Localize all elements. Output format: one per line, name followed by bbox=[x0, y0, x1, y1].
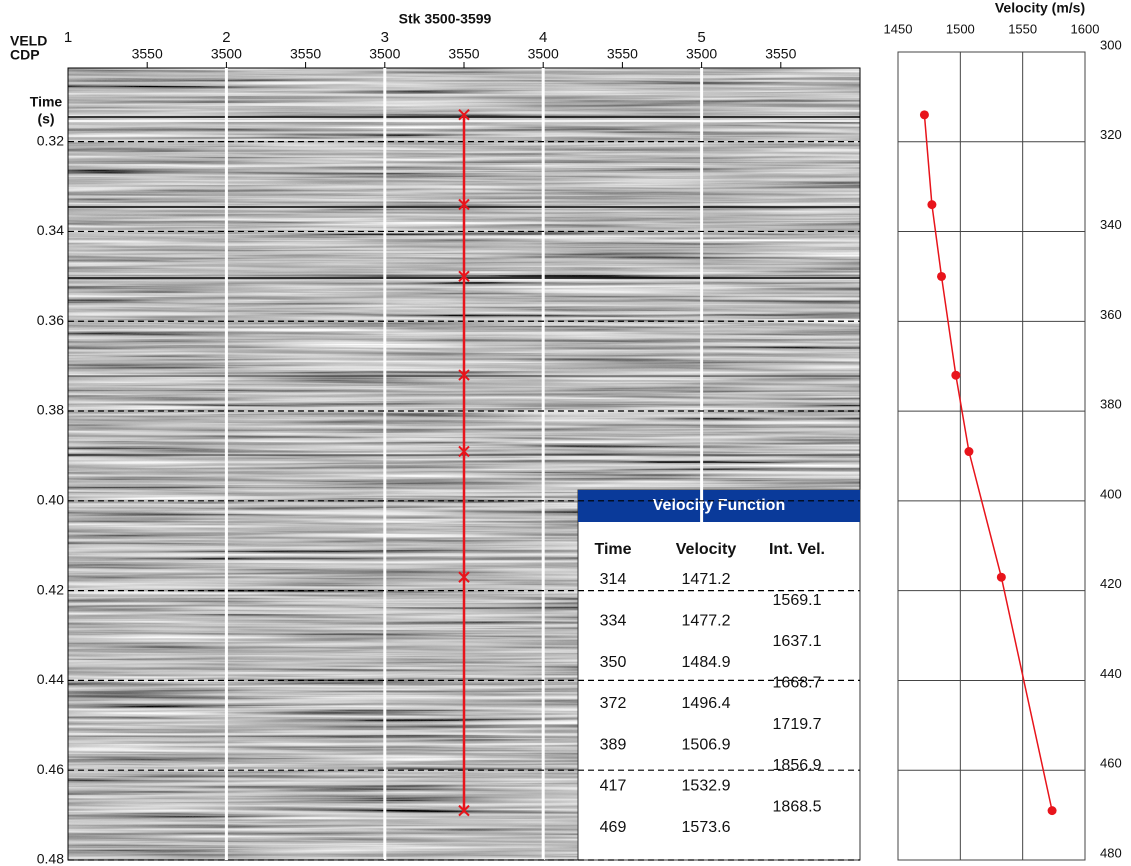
y-tick-label: 380 bbox=[1100, 397, 1122, 412]
cdp-label: 3500 bbox=[369, 46, 400, 62]
table-box bbox=[577, 489, 861, 861]
y-tick-label: 320 bbox=[1100, 127, 1122, 142]
table-cell: 1637.1 bbox=[773, 633, 822, 650]
table-cell: 1573.6 bbox=[682, 819, 731, 836]
velocity-title: Velocity (m/s) bbox=[995, 0, 1085, 16]
velocity-point bbox=[964, 447, 974, 457]
y-tick-label: 360 bbox=[1100, 307, 1122, 322]
y-tick-label: 0.34 bbox=[37, 222, 64, 238]
table-column: Velocity bbox=[676, 541, 737, 558]
velocity-point bbox=[996, 572, 1006, 582]
table-cell: 372 bbox=[600, 695, 627, 712]
pick-marker bbox=[458, 270, 470, 283]
cdp-label: 3500 bbox=[686, 46, 717, 62]
pick-marker bbox=[458, 571, 470, 583]
velocity-point bbox=[927, 200, 937, 210]
table-cell: 1532.9 bbox=[682, 778, 731, 795]
y-tick-label: 440 bbox=[1100, 666, 1122, 681]
velocity-line bbox=[923, 114, 1053, 811]
cdp-label: 3550 bbox=[132, 46, 163, 62]
table-cell: 469 bbox=[600, 819, 627, 836]
pick-marker bbox=[458, 445, 470, 458]
velocity-frame bbox=[897, 51, 1086, 861]
table-cell: 350 bbox=[600, 654, 627, 671]
table-cell: 1868.5 bbox=[773, 798, 822, 815]
y-tick-label: 0.36 bbox=[37, 312, 64, 328]
panel-number: 2 bbox=[222, 29, 230, 46]
y-tick-label: 0.48 bbox=[37, 851, 64, 866]
table-cell: 389 bbox=[600, 736, 627, 753]
table-title: Velocity Function bbox=[653, 497, 785, 514]
y-tick-label: 0.40 bbox=[37, 492, 64, 508]
panel-number: 4 bbox=[539, 29, 547, 46]
table-header bbox=[578, 490, 860, 522]
x-tick-label: 1500 bbox=[946, 21, 975, 36]
table-cell: 1569.1 bbox=[773, 592, 822, 609]
table-cell: 1506.9 bbox=[682, 736, 731, 753]
table-cell: 314 bbox=[600, 571, 627, 588]
y-tick-label: 420 bbox=[1100, 576, 1122, 591]
table-cell: 1719.7 bbox=[773, 716, 822, 733]
velocity-point bbox=[951, 370, 961, 380]
row-label: CDP bbox=[10, 47, 40, 63]
y-tick-label: 0.46 bbox=[37, 761, 64, 777]
table-cell: 1856.9 bbox=[773, 757, 822, 774]
pick-marker bbox=[458, 369, 470, 381]
x-tick-label: 1450 bbox=[884, 21, 913, 36]
panel-number: 5 bbox=[697, 29, 705, 46]
table-column: Time bbox=[594, 541, 631, 558]
table-cell: 1471.2 bbox=[682, 571, 731, 588]
velocity-point bbox=[1047, 806, 1057, 816]
y-tick-label: 0.42 bbox=[37, 581, 64, 597]
table-cell: 1484.9 bbox=[682, 654, 731, 671]
table-cell: 1496.4 bbox=[682, 695, 731, 712]
cdp-label: 3550 bbox=[448, 46, 479, 62]
velocity-point bbox=[937, 271, 947, 281]
y-tick-label: 400 bbox=[1100, 486, 1122, 501]
y-label: (s) bbox=[37, 111, 54, 127]
y-tick-label: 0.44 bbox=[37, 671, 64, 687]
seismic-title: Stk 3500-3599 bbox=[399, 11, 492, 27]
table-cell: 1477.2 bbox=[682, 613, 731, 630]
y-tick-label: 0.32 bbox=[37, 132, 64, 148]
table-cell: 1668.7 bbox=[773, 674, 822, 691]
y-tick-label: 0.38 bbox=[37, 402, 64, 418]
y-tick-label: 460 bbox=[1100, 756, 1122, 771]
velocity-point bbox=[919, 110, 929, 120]
panel-number: 1 bbox=[64, 29, 72, 46]
y-tick-label: 340 bbox=[1100, 217, 1122, 232]
cdp-label: 3500 bbox=[211, 46, 242, 62]
y-tick-label: 480 bbox=[1100, 845, 1122, 860]
cdp-label: 3500 bbox=[528, 46, 559, 62]
x-tick-label: 1600 bbox=[1071, 21, 1100, 36]
table-cell: 334 bbox=[600, 613, 627, 630]
cdp-label: 3550 bbox=[607, 46, 638, 62]
pick-marker bbox=[458, 198, 470, 211]
cdp-label: 3550 bbox=[290, 46, 321, 62]
table-column: Int. Vel. bbox=[769, 541, 825, 558]
pick-marker bbox=[458, 108, 470, 121]
y-tick-label: 300 bbox=[1100, 37, 1122, 52]
panel-number: 3 bbox=[381, 29, 389, 46]
table-cell: 417 bbox=[600, 778, 627, 795]
y-label: Time bbox=[30, 94, 63, 110]
pick-marker bbox=[458, 804, 470, 817]
cdp-label: 3550 bbox=[765, 46, 796, 62]
x-tick-label: 1550 bbox=[1008, 21, 1037, 36]
row-label: VELD bbox=[10, 33, 47, 49]
